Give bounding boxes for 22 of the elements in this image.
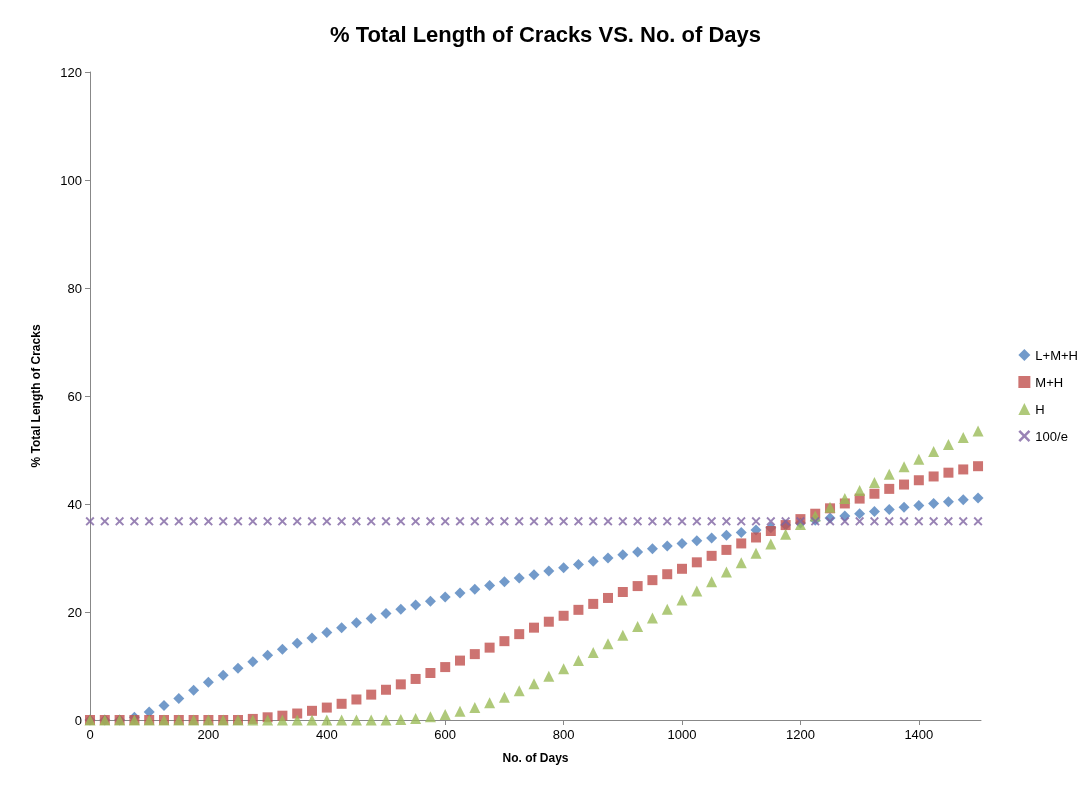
x-tick-label: 1400 bbox=[904, 727, 934, 742]
legend-label: H bbox=[1035, 401, 1045, 417]
legend-label: M+H bbox=[1035, 374, 1064, 390]
y-tick-label: 80 bbox=[67, 280, 82, 296]
legend-label: 100/e bbox=[1035, 428, 1068, 444]
y-tick-label: 40 bbox=[67, 496, 82, 512]
x-tick-label: 1200 bbox=[785, 727, 815, 742]
legend-label: L+M+H bbox=[1035, 347, 1079, 363]
y-tick-label: 100 bbox=[60, 172, 82, 188]
x-tick-label: 800 bbox=[552, 727, 575, 742]
chart-title: % Total Length of Cracks VS. No. of Days bbox=[329, 21, 762, 47]
y-tick-label: 20 bbox=[67, 604, 82, 620]
y-tick-label: 60 bbox=[67, 388, 82, 404]
x-tick-label: 1000 bbox=[667, 727, 697, 742]
x-axis-title: No. of Days bbox=[502, 751, 569, 765]
x-tick-label: 200 bbox=[197, 727, 220, 742]
x-tick-label: 600 bbox=[434, 727, 457, 742]
y-tick-label: 0 bbox=[74, 712, 82, 728]
x-tick-label: 0 bbox=[86, 727, 94, 742]
x-tick-label: 400 bbox=[315, 727, 338, 742]
y-axis-title: % Total Length of Cracks bbox=[29, 324, 43, 468]
y-tick-label: 120 bbox=[60, 64, 82, 80]
